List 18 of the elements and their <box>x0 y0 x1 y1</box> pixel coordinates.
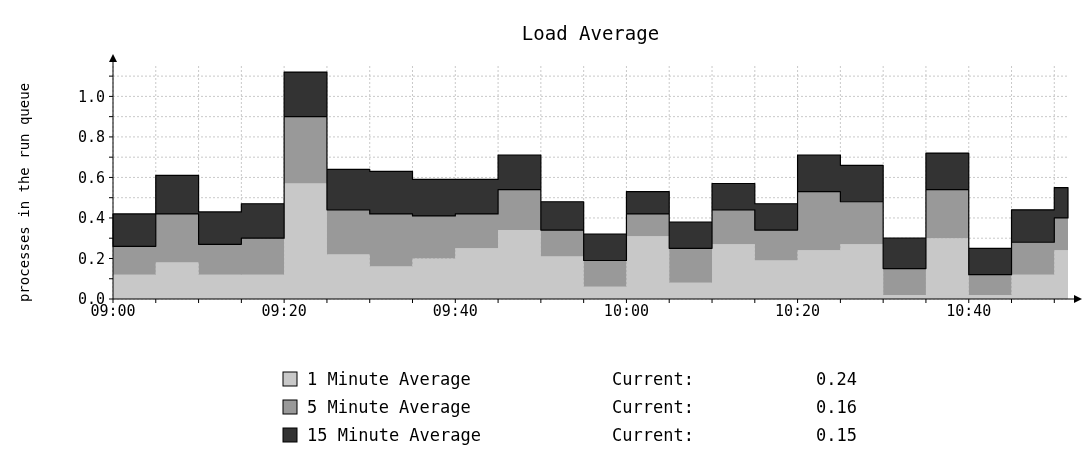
x-tick-label: 10:20 <box>774 302 821 320</box>
y-tick-label: 0.4 <box>77 209 105 228</box>
x-tick-label: 09:40 <box>432 302 478 320</box>
text: Current: 0.15 <box>612 425 857 445</box>
x-tick-label: 10:40 <box>946 302 992 320</box>
legend-label: 5 Minute Average <box>307 397 471 417</box>
y-tick-label: 1.0 <box>77 87 105 106</box>
y-axis-title: processes in the run queue <box>16 82 32 303</box>
x-tick-label: 09:20 <box>261 302 307 320</box>
legend-label: 1 Minute Average <box>307 369 471 389</box>
chart-title: Load Average <box>521 22 660 44</box>
y-tick-label: 0.8 <box>77 128 105 147</box>
y-tick-label: 0.6 <box>77 168 105 187</box>
legend-label: 15 Minute Average <box>307 425 481 445</box>
text: Current: 0.16 <box>612 397 857 417</box>
y-tick-label: 0.2 <box>77 249 105 268</box>
text: Current: 0.24 <box>612 369 857 389</box>
x-tick-label: 10:00 <box>603 302 650 320</box>
